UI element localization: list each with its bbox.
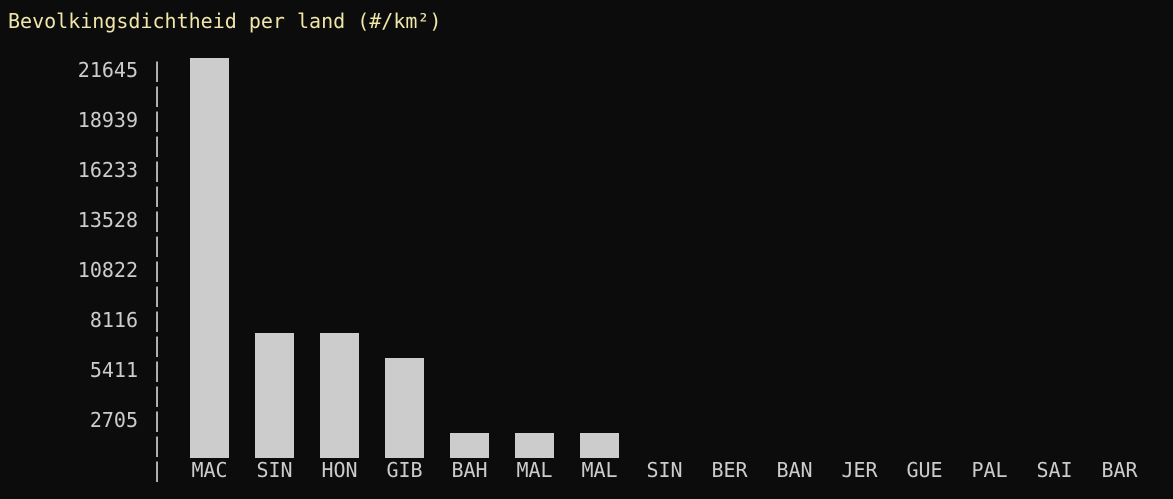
bar (255, 333, 294, 458)
x-tick-label: MAL (581, 458, 617, 482)
x-tick-label: JER (841, 458, 878, 482)
x-tick-label: GUE (906, 458, 942, 482)
x-tick-label: BER (711, 458, 748, 482)
bar (515, 432, 554, 458)
bar (580, 432, 619, 458)
y-axis-pipe: | (151, 433, 163, 457)
y-tick-label: 13528 (78, 208, 138, 232)
y-axis-pipe: | (151, 208, 163, 232)
x-tick-label: BAH (451, 458, 487, 482)
bar (190, 58, 229, 458)
y-axis-pipe: | (151, 458, 163, 482)
y-tick-label: 8116 (90, 308, 138, 332)
y-axis-pipe: | (151, 258, 163, 282)
x-tick-label: PAL (971, 458, 1007, 482)
x-tick-label: BAN (776, 458, 812, 482)
y-axis-pipe: | (151, 158, 163, 182)
bar (385, 358, 424, 458)
y-axis-pipe: | (151, 83, 163, 107)
x-tick-label: BAR (1101, 458, 1138, 482)
x-tick-label: SIN (646, 458, 682, 482)
x-tick-label: GIB (386, 458, 422, 482)
y-tick-label: 5411 (90, 358, 138, 382)
y-axis-pipe: | (151, 183, 163, 207)
chart-title: Bevolkingsdichtheid per land (#/km²) (8, 9, 442, 33)
y-axis-pipe: | (151, 283, 163, 307)
y-axis-pipe: | (151, 358, 163, 382)
y-tick-label: 10822 (78, 258, 138, 282)
y-tick-label: 2705 (90, 408, 138, 432)
y-tick-label: 16233 (78, 158, 138, 182)
bars (190, 58, 619, 458)
y-axis: |||||||||||||||||21645189391623313528108… (78, 58, 163, 482)
y-tick-label: 21645 (78, 58, 138, 82)
y-axis-pipe: | (151, 133, 163, 157)
y-axis-pipe: | (151, 108, 163, 132)
y-axis-pipe: | (151, 383, 163, 407)
x-tick-label: MAL (516, 458, 552, 482)
y-axis-pipe: | (151, 333, 163, 357)
x-tick-label: HON (321, 458, 357, 482)
bar (450, 432, 489, 458)
y-axis-pipe: | (151, 408, 163, 432)
y-axis-pipe: | (151, 308, 163, 332)
x-tick-label: SIN (256, 458, 292, 482)
x-tick-label: SAI (1036, 458, 1072, 482)
x-tick-label: MAC (191, 458, 227, 482)
y-axis-pipe: | (151, 58, 163, 82)
x-axis-labels: MAC SIN HON GIB BAH MAL MAL SIN BER BAN JER GUE PAL S… (191, 458, 1138, 482)
y-tick-label: 18939 (78, 108, 138, 132)
bar (320, 333, 359, 458)
y-axis-pipe: | (151, 233, 163, 257)
